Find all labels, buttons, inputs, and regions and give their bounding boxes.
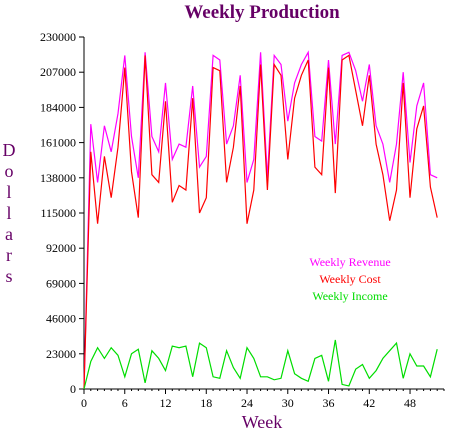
series-line-weekly-income <box>83 339 438 390</box>
y-tick-label: 115000 <box>40 206 76 220</box>
legend-entry: Weekly Revenue <box>309 255 390 269</box>
series-lines <box>83 50 438 390</box>
x-tick-label: 18 <box>200 396 212 410</box>
axes: 0 23000 46000 69000 92000 115000 138000 161000 1… <box>40 30 445 410</box>
x-tick-label: 12 <box>160 396 172 410</box>
y-tick-label: 207000 <box>40 65 76 79</box>
legend-entry: Weekly Income <box>312 289 387 303</box>
y-tick-label: 46000 <box>46 312 76 326</box>
x-tick-label: 6 <box>122 396 128 410</box>
y-tick-label: 92000 <box>46 241 76 255</box>
x-tick-label: 42 <box>363 396 375 410</box>
series-line-weekly-revenue <box>83 50 438 390</box>
y-tick-label: 184000 <box>40 100 76 114</box>
y-tick-label: 23000 <box>46 347 76 361</box>
y-tick-label: 230000 <box>40 30 76 44</box>
x-tick-label: 24 <box>241 396 253 410</box>
x-tick-label: 48 <box>404 396 416 410</box>
y-axis-title-letter: D <box>3 140 16 160</box>
y-axis-title-letter: s <box>5 266 12 286</box>
x-axis-title: Week <box>242 412 283 432</box>
y-tick-label: 138000 <box>40 171 76 185</box>
y-axis-title-letter: r <box>6 245 12 265</box>
y-tick-label: 161000 <box>40 136 76 150</box>
y-axis-title-letter: o <box>5 161 14 181</box>
series-line-weekly-cost <box>83 54 438 390</box>
x-tick-label: 36 <box>323 396 335 410</box>
legend-entry: Weekly Cost <box>319 272 381 286</box>
x-tick-label: 0 <box>81 396 87 410</box>
legend: Weekly Revenue Weekly Cost Weekly Income <box>309 255 390 303</box>
chart-title: Weekly Production <box>184 2 340 23</box>
x-tick-label: 30 <box>282 396 294 410</box>
y-axis-title-letter: l <box>6 182 11 202</box>
y-tick-label: 0 <box>70 382 76 396</box>
y-axis-title-letter: l <box>6 203 11 223</box>
y-axis-title-letter: a <box>5 224 13 244</box>
y-tick-label: 69000 <box>46 276 76 290</box>
